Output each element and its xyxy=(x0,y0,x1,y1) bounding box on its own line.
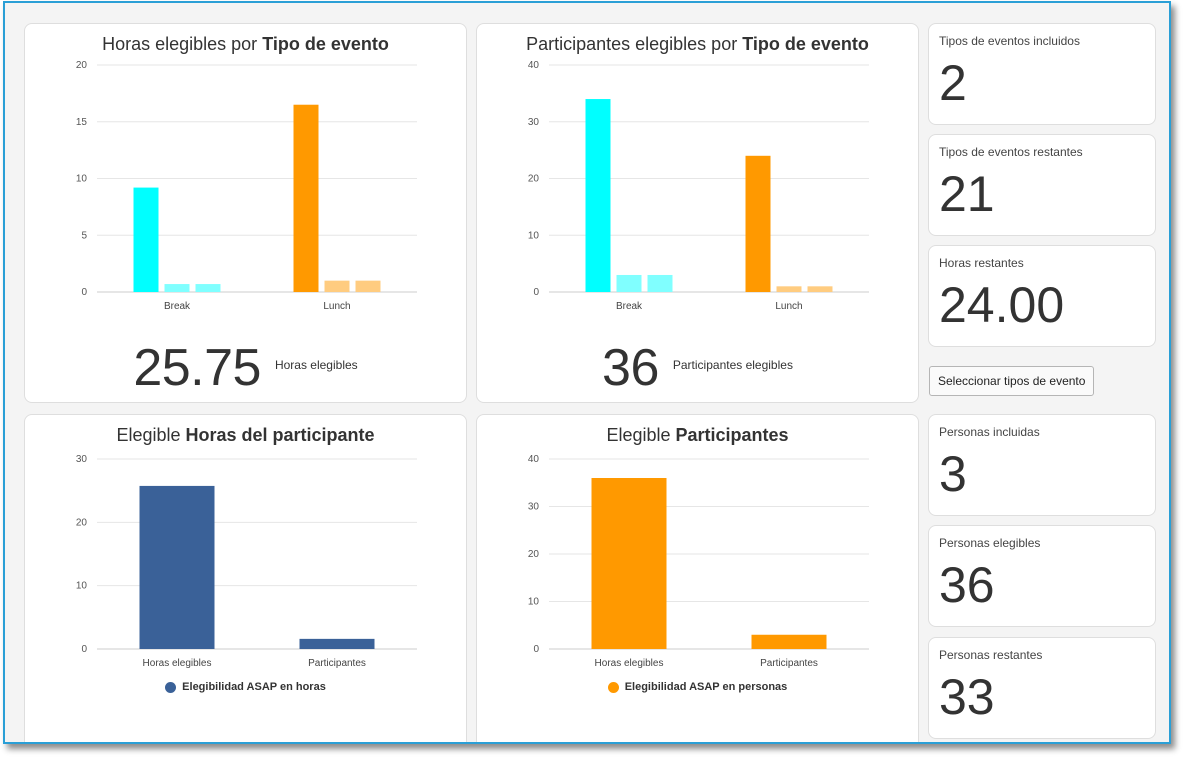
participants-title: Elegible Participantes xyxy=(606,425,789,445)
stat-value: 21 xyxy=(939,166,995,222)
y-tick-label: 40 xyxy=(528,454,540,465)
eligible-hours-value: 25.75 xyxy=(133,339,261,397)
bar xyxy=(751,634,827,649)
event-types-remaining-card: Tipos de eventos restantes 21 xyxy=(928,134,1156,236)
stat-label: Personas incluidas xyxy=(939,425,1040,439)
y-tick-label: 10 xyxy=(528,230,540,241)
hours-by-event-type-chart: 0 5 10 15 20 Break Lunch xyxy=(76,60,417,312)
y-tick-label: 5 xyxy=(81,230,87,241)
bar xyxy=(195,284,221,292)
y-tick-label: 20 xyxy=(528,174,540,185)
people-included-card: Personas incluidas 3 xyxy=(928,414,1156,516)
y-tick-label: 30 xyxy=(76,454,88,465)
bar xyxy=(164,284,190,292)
y-tick-label: 10 xyxy=(76,581,88,592)
bar xyxy=(133,187,159,292)
stat-value: 24.00 xyxy=(939,277,1065,333)
stat-label: Personas restantes xyxy=(939,648,1043,662)
eligible-hours-summary: 25.75 Horas elegibles xyxy=(25,338,466,398)
x-category-label: Break xyxy=(164,301,191,312)
participants-by-event-type-card: Participantes elegibles por Tipo de even… xyxy=(476,23,919,403)
y-tick-label: 30 xyxy=(528,502,540,513)
y-tick-label: 30 xyxy=(528,117,540,128)
x-category-label: Horas elegibles xyxy=(595,658,664,669)
bar xyxy=(591,478,667,649)
eligible-participants-label: Participantes elegibles xyxy=(672,358,793,372)
bar xyxy=(299,638,375,649)
participant-hours-legend[interactable]: Elegibilidad ASAP en horas xyxy=(25,681,466,693)
bar xyxy=(324,280,350,292)
legend-label: Elegibilidad ASAP en personas xyxy=(624,681,788,693)
people-remaining-card: Personas restantes 33 xyxy=(928,637,1156,739)
stat-value: 3 xyxy=(939,446,967,502)
hours-by-event-type-title: Horas elegibles por Tipo de evento xyxy=(102,34,389,54)
participant-hours-title: Elegible Horas del participante xyxy=(116,425,375,445)
y-tick-label: 0 xyxy=(533,644,539,655)
legend-dot-icon xyxy=(165,681,177,693)
eligible-hours-label: Horas elegibles xyxy=(274,358,358,372)
bar xyxy=(585,99,611,292)
bar xyxy=(293,104,319,292)
x-category-label: Participantes xyxy=(308,658,366,669)
y-tick-label: 0 xyxy=(533,287,539,298)
x-category-label: Break xyxy=(616,301,643,312)
x-category-label: Horas elegibles xyxy=(143,658,212,669)
bar xyxy=(139,485,215,649)
x-category-label: Lunch xyxy=(323,301,350,312)
event-types-included-card: Tipos de eventos incluidos 2 xyxy=(928,23,1156,125)
hours-remaining-card: Horas restantes 24.00 xyxy=(928,245,1156,347)
bar xyxy=(745,155,771,292)
y-tick-label: 15 xyxy=(76,117,88,128)
x-category-label: Lunch xyxy=(775,301,802,312)
bar xyxy=(616,274,642,292)
eligible-participants-value: 36 xyxy=(602,339,659,397)
y-tick-label: 0 xyxy=(81,287,87,298)
stat-value: 2 xyxy=(939,55,967,111)
participant-hours-card: Elegible Horas del participante 0 10 20 30 H… xyxy=(24,414,467,742)
bar xyxy=(776,286,802,292)
participant-hours-chart: 0 10 20 30 Horas elegibles Participantes xyxy=(76,454,417,669)
y-tick-label: 20 xyxy=(76,517,88,528)
participants-legend[interactable]: Elegibilidad ASAP en personas xyxy=(477,681,918,693)
bar xyxy=(807,286,833,292)
participants-card: Elegible Participantes 0 10 20 30 40 Horas el… xyxy=(476,414,919,742)
bar xyxy=(355,280,381,292)
people-eligible-card: Personas elegibles 36 xyxy=(928,525,1156,627)
legend-label: Elegibilidad ASAP en horas xyxy=(182,681,326,693)
legend-dot-icon xyxy=(607,681,619,693)
participants-by-event-type-title: Participantes elegibles por Tipo de even… xyxy=(526,34,869,54)
stat-value: 36 xyxy=(939,557,995,613)
select-event-types-button[interactable]: Seleccionar tipos de evento xyxy=(929,366,1095,396)
eligible-participants-summary: 36 Participantes elegibles xyxy=(477,338,918,398)
stat-label: Tipos de eventos restantes xyxy=(939,145,1083,159)
stat-label: Tipos de eventos incluidos xyxy=(939,34,1080,48)
bar xyxy=(647,274,673,292)
y-tick-label: 0 xyxy=(81,644,87,655)
y-tick-label: 20 xyxy=(528,549,540,560)
y-tick-label: 10 xyxy=(76,174,88,185)
x-category-label: Participantes xyxy=(760,658,818,669)
stat-label: Personas elegibles xyxy=(939,536,1041,550)
y-tick-label: 20 xyxy=(76,60,88,71)
y-tick-label: 40 xyxy=(528,60,540,71)
y-tick-label: 10 xyxy=(528,597,540,608)
hours-by-event-type-card: Horas elegibles por Tipo de evento 0 5 10 1… xyxy=(24,23,467,403)
stat-label: Horas restantes xyxy=(939,256,1024,270)
participants-chart: 0 10 20 30 40 Horas elegibles Participantes xyxy=(528,454,869,669)
dashboard-frame: Horas elegibles por Tipo de evento 0 5 10 1… xyxy=(3,1,1171,744)
stat-value: 33 xyxy=(939,669,995,725)
participants-by-event-type-chart: 0 10 20 30 40 Break Lunch xyxy=(528,60,869,312)
